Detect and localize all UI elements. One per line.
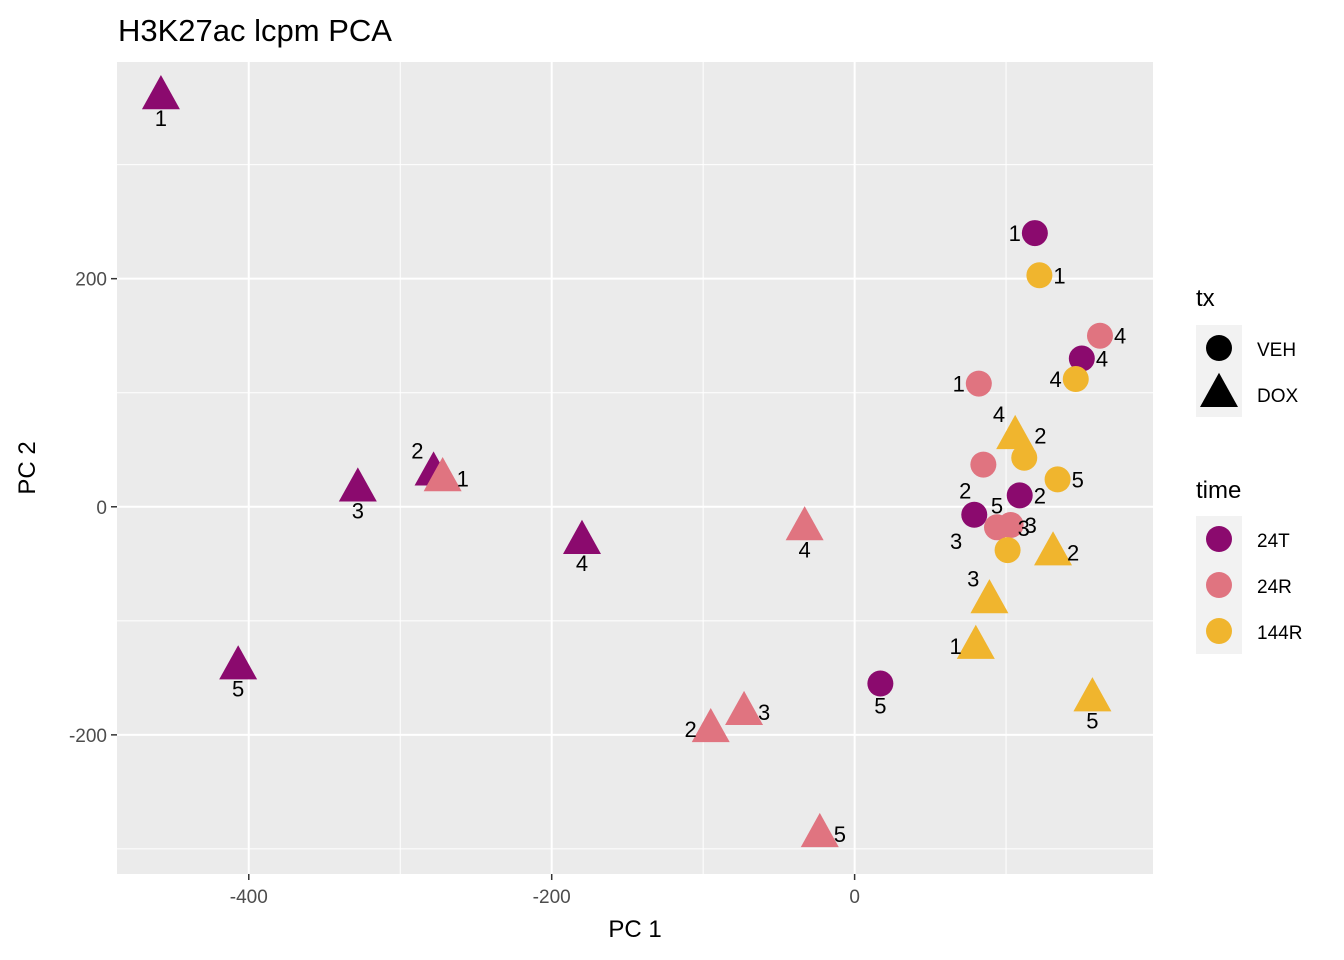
point-dox-24t-5: [219, 645, 258, 680]
point-label: 3: [1025, 513, 1037, 538]
point-label: 4: [1114, 324, 1126, 349]
point-label: 2: [1034, 424, 1046, 449]
point-label: 2: [959, 479, 971, 504]
point-label: 5: [834, 822, 846, 847]
y-tick-label: 0: [96, 498, 107, 519]
point-dox-24t-1: [141, 75, 180, 110]
legend-title-tx: tx: [1196, 285, 1215, 312]
point-label: 5: [991, 493, 1003, 518]
point-veh-24t-2: [1006, 482, 1033, 509]
point-dox-144r-1: [956, 624, 995, 659]
point-label: 2: [1034, 483, 1046, 508]
point-label: 4: [993, 402, 1005, 427]
point-veh-24t-3: [961, 501, 988, 528]
point-label: 5: [1072, 467, 1084, 492]
point-veh-144r-5: [1044, 466, 1071, 493]
point-veh-144r-2: [1011, 444, 1038, 471]
plot-panel: [117, 62, 1153, 874]
x-axis-label: PC 1: [608, 916, 661, 943]
point-label: 2: [684, 717, 696, 742]
point-veh-144r-1: [1026, 262, 1053, 289]
point-label: 3: [950, 529, 962, 554]
point-label: 4: [1096, 347, 1108, 372]
point-label: 4: [799, 537, 811, 562]
point-dox-24r-4: [785, 506, 824, 541]
legend-label: DOX: [1257, 386, 1299, 407]
point-label: 4: [576, 551, 588, 576]
point-label: 1: [457, 466, 469, 491]
point-label: 3: [352, 499, 364, 524]
legend-circle-icon: [1206, 335, 1232, 361]
point-veh-144r-3: [994, 537, 1021, 564]
y-tick-label: 200: [75, 270, 107, 291]
legend-triangle-icon: [1200, 372, 1238, 407]
data-points: [141, 75, 1113, 848]
point-dox-144r-5: [1073, 677, 1112, 712]
point-label: 3: [967, 566, 979, 591]
x-tick-label: -200: [533, 887, 571, 908]
legend-color-swatch: [1206, 526, 1232, 552]
point-label: 2: [411, 439, 423, 464]
point-veh-144r-4: [1062, 366, 1089, 393]
point-label: 5: [232, 676, 244, 701]
point-dox-24t-4: [562, 519, 601, 554]
point-dox-24r-2: [691, 707, 730, 743]
legend-label: 24T: [1257, 531, 1290, 552]
legend-label: 24R: [1257, 577, 1292, 598]
point-veh-24r-4: [1086, 322, 1113, 349]
point-veh-24r-5: [983, 514, 1010, 541]
point-label: 5: [1086, 708, 1098, 733]
point-label: 1: [1053, 263, 1065, 288]
point-dox-24r-5: [800, 812, 839, 848]
point-veh-24r-2: [970, 451, 997, 478]
point-label: 1: [1009, 221, 1021, 246]
point-veh-24t-5: [867, 670, 894, 697]
legend-title-time: time: [1196, 477, 1241, 504]
point-label: 1: [155, 106, 167, 131]
chart-title: H3K27ac lcpm PCA: [118, 13, 392, 48]
x-tick-label: 0: [849, 887, 860, 908]
legend: tx VEH DOX time 24T 24R 144R: [1196, 285, 1302, 654]
y-tick-label: -200: [69, 726, 107, 747]
legend-color-swatch: [1206, 618, 1232, 644]
point-label: 5: [874, 694, 886, 719]
point-dox-24r-1: [423, 457, 462, 492]
axis-ticks: -400 -200 0 -200 0 200: [69, 270, 860, 908]
point-veh-24r-1: [965, 370, 992, 397]
point-dox-144r-2: [1034, 531, 1073, 566]
point-label: 3: [1018, 516, 1030, 541]
point-veh-24t-4: [1068, 345, 1095, 372]
point-dox-144r-4: [996, 414, 1035, 450]
grid-lines: [117, 62, 1153, 874]
point-veh-24t-1: [1021, 220, 1048, 247]
x-tick-label: -400: [230, 887, 268, 908]
point-label: 2: [1067, 540, 1079, 565]
point-dox-24r-3: [725, 690, 764, 726]
point-label: 1: [950, 634, 962, 659]
legend-color-swatch: [1206, 572, 1232, 598]
point-dox-24t-3: [338, 467, 377, 502]
y-axis-label: PC 2: [14, 441, 41, 494]
point-label: 1: [953, 372, 965, 397]
point-dox-144r-3: [970, 579, 1009, 614]
point-label: 3: [758, 700, 770, 725]
legend-label: VEH: [1257, 340, 1296, 361]
point-label: 4: [1050, 367, 1062, 392]
legend-label: 144R: [1257, 623, 1302, 644]
